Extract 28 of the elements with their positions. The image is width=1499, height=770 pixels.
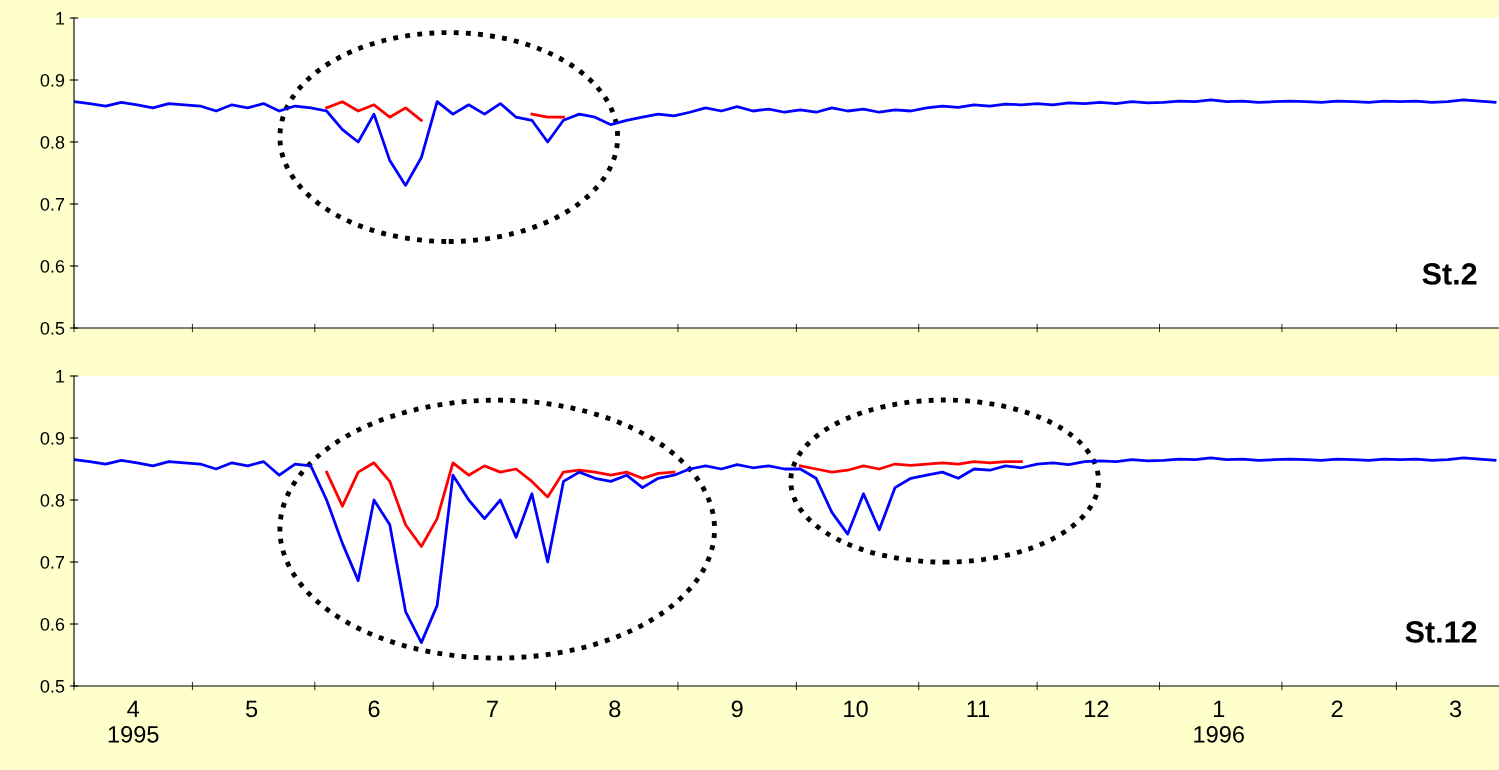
y-tick-label: 0.5 [40,321,65,335]
x-tick-label: 4 1995 [108,700,159,743]
x-tick-label: 1 1996 [1194,700,1244,743]
y-tick-label: 0.7 [40,555,65,569]
x-tick-label: 8 [609,700,621,718]
y-tick-label: 0.8 [40,135,65,149]
x-tick-label: 12 [1085,700,1109,717]
x-tick-label: 5 [246,700,258,718]
y-tick-label: 1 [56,12,65,25]
y-tick-label: 0.6 [40,617,65,631]
line-series [74,98,1497,187]
y-tick-label: 0.9 [40,431,65,445]
y-tick-label: 0.8 [40,493,65,507]
x-tick-label: 6 [368,700,380,718]
x-tick-label: 11 [967,700,990,717]
x-tick-label: 7 [487,700,498,717]
x-tick-label: 3 [1449,700,1462,718]
y-tick-label: 0.9 [40,73,65,87]
x-tick-label: 10 [844,700,868,718]
y-tick-label: 1 [56,370,65,383]
y-tick-label: 0.7 [40,197,65,211]
annotation: St.2 [1422,263,1477,285]
line-series [74,456,1497,644]
x-tick-label: 2 [1331,700,1343,717]
annotation: St.12 [1405,621,1477,643]
y-tick-label: 0.5 [40,679,65,693]
y-tick-label: 0.6 [40,259,65,273]
x-tick-label: 9 [731,700,743,718]
